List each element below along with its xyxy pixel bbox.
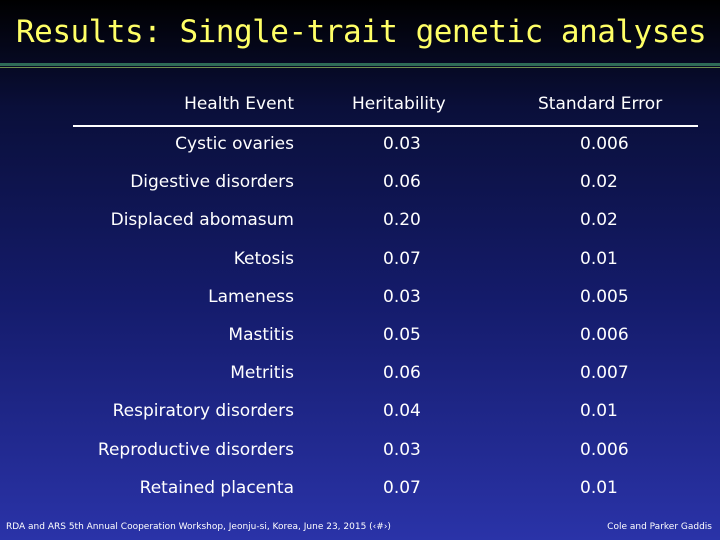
health-event-cell: Retained placenta bbox=[139, 477, 294, 498]
title-divider-accent bbox=[0, 67, 720, 68]
standard-error-cell: 0.01 bbox=[580, 401, 618, 422]
table-row: Mastitis 0.05 0.006 bbox=[0, 325, 720, 355]
health-event-cell: Mastitis bbox=[228, 325, 294, 345]
heritability-cell: 0.06 bbox=[383, 363, 421, 384]
health-event-cell: Digestive disorders bbox=[130, 172, 294, 193]
health-event-cell: Reproductive disorders bbox=[97, 439, 294, 460]
health-event-cell: Ketosis bbox=[233, 248, 294, 269]
table-row: Lameness 0.03 0.005 bbox=[0, 287, 720, 317]
heritability-cell: 0.04 bbox=[383, 401, 421, 422]
table-row: Respiratory disorders 0.04 0.01 bbox=[0, 401, 720, 431]
standard-error-cell: 0.006 bbox=[580, 134, 629, 154]
header-underline bbox=[73, 125, 698, 127]
table-row: Displaced abomasum 0.20 0.02 bbox=[0, 210, 720, 240]
table-row: Reproductive disorders 0.03 0.006 bbox=[0, 440, 720, 470]
table-row: Ketosis 0.07 0.01 bbox=[0, 249, 720, 279]
column-header-health-event: Health Event bbox=[184, 94, 294, 114]
standard-error-cell: 0.005 bbox=[580, 286, 629, 307]
standard-error-cell: 0.01 bbox=[580, 477, 618, 498]
footer-citation: RDA and ARS 5th Annual Cooperation Works… bbox=[6, 522, 391, 532]
health-event-cell: Cystic ovaries bbox=[175, 134, 294, 154]
standard-error-cell: 0.02 bbox=[580, 172, 618, 193]
standard-error-cell: 0.007 bbox=[580, 363, 629, 384]
heritability-cell: 0.07 bbox=[383, 477, 421, 498]
standard-error-cell: 0.006 bbox=[580, 325, 629, 345]
table-row: Retained placenta 0.07 0.01 bbox=[0, 478, 720, 508]
heritability-cell: 0.07 bbox=[383, 248, 421, 269]
health-event-cell: Respiratory disorders bbox=[112, 401, 294, 422]
heritability-cell: 0.05 bbox=[383, 325, 421, 345]
column-header-heritability: Heritability bbox=[352, 94, 446, 114]
standard-error-cell: 0.006 bbox=[580, 439, 629, 460]
footer-authors: Cole and Parker Gaddis bbox=[607, 522, 712, 532]
health-event-cell: Lameness bbox=[208, 286, 294, 307]
slide-title: Results: Single-trait genetic analyses bbox=[16, 14, 707, 50]
heritability-cell: 0.03 bbox=[383, 439, 421, 460]
table-row: Digestive disorders 0.06 0.02 bbox=[0, 172, 720, 202]
health-event-cell: Displaced abomasum bbox=[110, 210, 294, 231]
table-row: Cystic ovaries 0.03 0.006 bbox=[0, 134, 720, 164]
heritability-cell: 0.06 bbox=[383, 172, 421, 193]
title-divider bbox=[0, 63, 720, 66]
heritability-cell: 0.03 bbox=[383, 286, 421, 307]
heritability-cell: 0.20 bbox=[383, 210, 421, 231]
column-header-standard-error: Standard Error bbox=[538, 94, 663, 114]
standard-error-cell: 0.02 bbox=[580, 210, 618, 231]
health-event-cell: Metritis bbox=[230, 363, 294, 384]
table-row: Metritis 0.06 0.007 bbox=[0, 363, 720, 393]
heritability-cell: 0.03 bbox=[383, 134, 421, 154]
standard-error-cell: 0.01 bbox=[580, 248, 618, 269]
